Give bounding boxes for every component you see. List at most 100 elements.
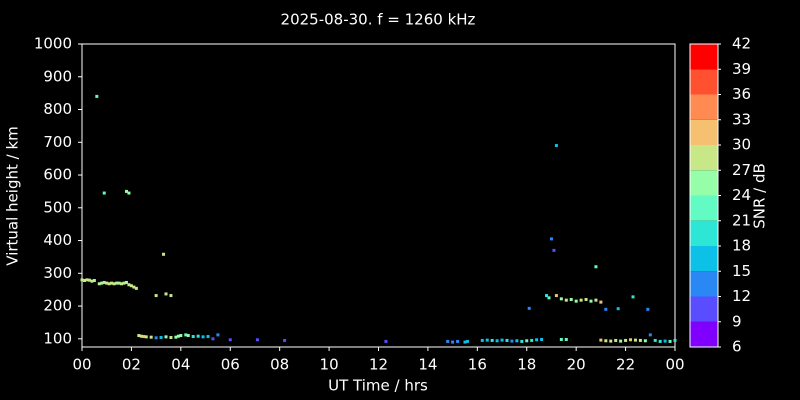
point (616, 307, 620, 311)
colorbar-tick-label: 36 (732, 85, 751, 103)
point (80, 278, 84, 282)
point (589, 299, 593, 303)
point (97, 282, 101, 286)
point (515, 339, 519, 343)
point (127, 191, 131, 195)
point (485, 338, 489, 342)
point (102, 280, 106, 284)
point (663, 339, 667, 343)
y-tick-label: 500 (43, 198, 72, 216)
point (137, 334, 141, 338)
point (191, 335, 195, 339)
point (559, 337, 563, 341)
point (144, 335, 148, 339)
point (554, 144, 558, 148)
point (90, 279, 94, 283)
point (139, 334, 143, 338)
point (624, 338, 628, 342)
point (179, 334, 183, 338)
y-tick-label: 800 (43, 100, 72, 118)
y-tick-label: 600 (43, 166, 72, 184)
x-tick-label: 14 (418, 356, 437, 374)
point (500, 338, 504, 342)
point (115, 281, 119, 285)
point (646, 307, 650, 311)
colorbar-tick-label: 21 (732, 211, 751, 229)
point (176, 334, 180, 338)
point (87, 278, 91, 282)
point (554, 294, 558, 298)
x-axis-label: UT Time / hrs (328, 377, 428, 395)
x-tick-label: 04 (171, 356, 190, 374)
point (132, 285, 136, 289)
point (638, 338, 642, 342)
x-tick-label: 16 (468, 356, 487, 374)
point (169, 336, 173, 340)
x-tick-label: 02 (122, 356, 141, 374)
point (594, 298, 598, 302)
point (129, 284, 133, 288)
x-tick-label: 00 (72, 356, 91, 374)
point (465, 339, 469, 343)
point (174, 335, 178, 339)
colorbar-band (690, 145, 718, 171)
colorbar-tick-label: 12 (732, 287, 751, 305)
point (92, 279, 96, 283)
point (184, 333, 188, 337)
point (451, 340, 455, 344)
point (201, 335, 205, 339)
y-tick-label: 300 (43, 264, 72, 282)
point (658, 339, 662, 343)
x-tick-label: 08 (270, 356, 289, 374)
point (124, 189, 128, 193)
point (547, 296, 551, 300)
point (216, 333, 220, 337)
point (629, 338, 633, 342)
point (653, 338, 657, 342)
colorbar-band (690, 69, 718, 95)
point (102, 191, 106, 195)
point (110, 281, 114, 285)
colorbar-band (690, 296, 718, 322)
point (120, 282, 124, 286)
colorbar-band (690, 321, 718, 347)
colorbar-band (690, 119, 718, 145)
point (525, 339, 529, 343)
point (255, 338, 259, 342)
point (159, 336, 163, 340)
x-tick-label: 06 (221, 356, 240, 374)
point (122, 281, 126, 285)
point (480, 338, 484, 342)
colorbar-label: SNR / dB (751, 163, 769, 229)
point (107, 282, 111, 286)
point (604, 339, 608, 343)
point (127, 283, 131, 287)
point (559, 297, 563, 301)
point (549, 237, 553, 241)
point (196, 334, 200, 338)
point (643, 339, 647, 343)
point (569, 298, 573, 302)
point (164, 335, 168, 339)
x-tick-label: 22 (616, 356, 635, 374)
colorbar-tick-label: 42 (732, 35, 751, 53)
point (211, 337, 215, 341)
y-tick-label: 700 (43, 133, 72, 151)
point (142, 335, 146, 339)
point (614, 338, 618, 342)
point (673, 338, 677, 342)
x-tick-label: 10 (320, 356, 339, 374)
point (574, 299, 578, 303)
point (564, 337, 568, 341)
point (169, 294, 173, 298)
y-tick-label: 200 (43, 297, 72, 315)
colorbar-tick-label: 6 (732, 338, 742, 356)
x-tick-label: 12 (369, 356, 388, 374)
point (112, 282, 116, 286)
colorbar-tick-label: 9 (732, 312, 742, 330)
point (545, 294, 549, 298)
point (530, 338, 534, 342)
point (134, 286, 138, 290)
point (162, 252, 166, 256)
